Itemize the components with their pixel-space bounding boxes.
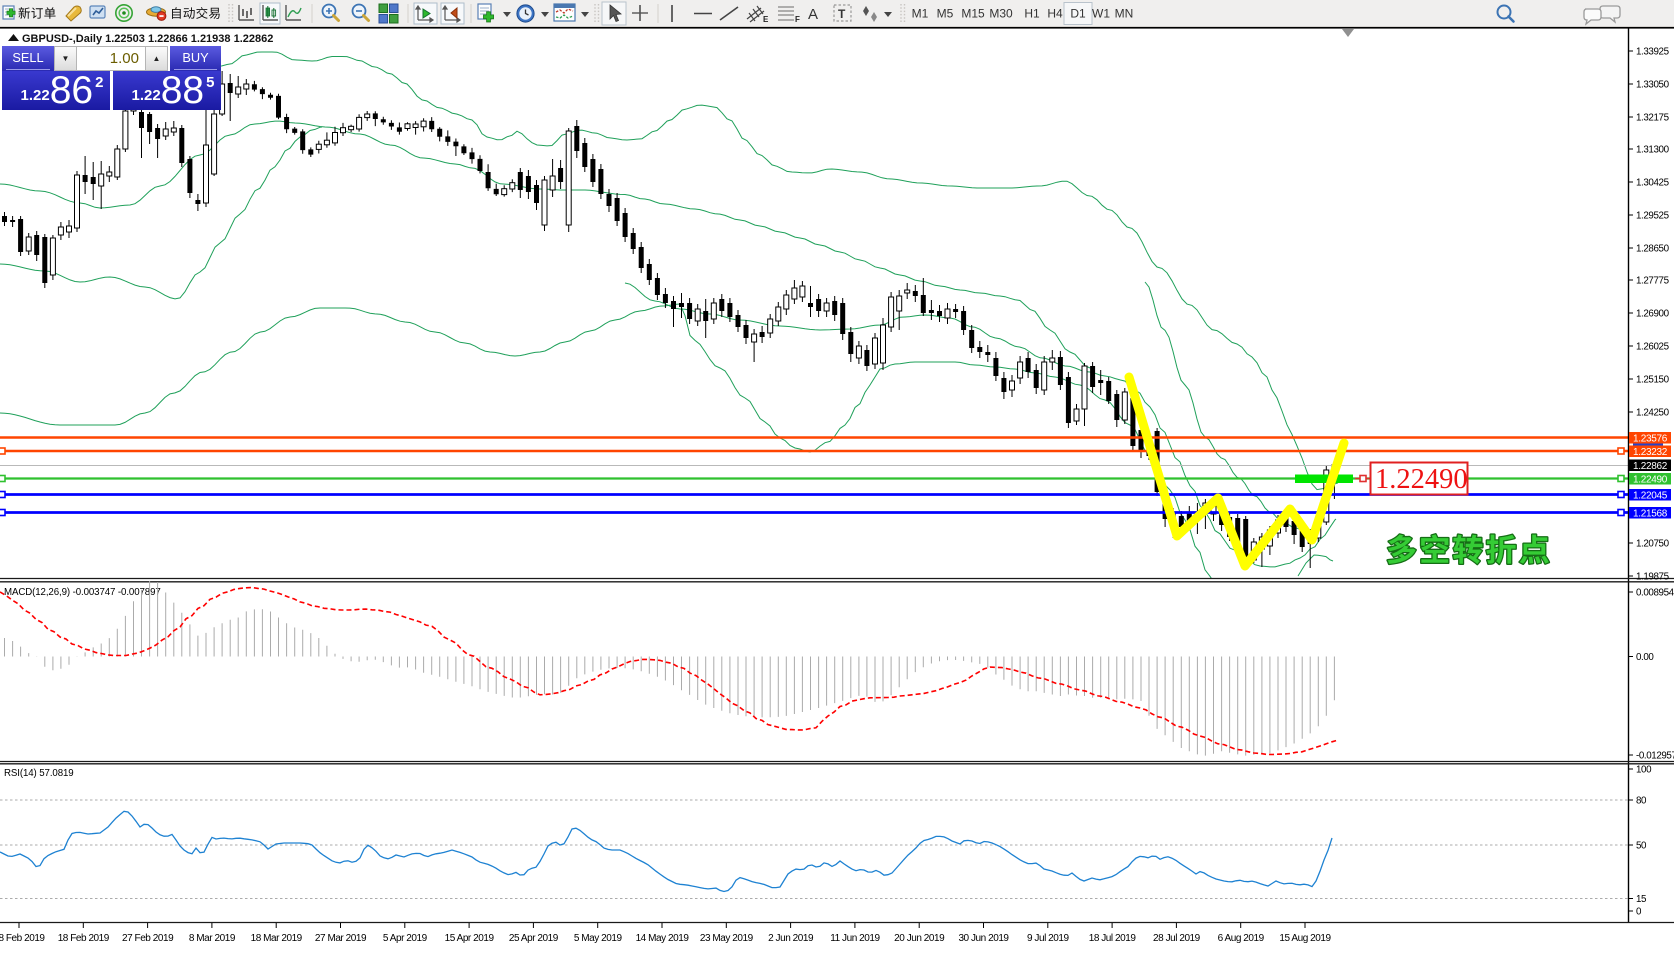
svg-text:100: 100 bbox=[1636, 765, 1652, 776]
svg-text:1.22490: 1.22490 bbox=[1633, 474, 1668, 485]
svg-text:MACD(12,26,9) -0.003747 -0.007: MACD(12,26,9) -0.003747 -0.007897 bbox=[4, 587, 161, 598]
svg-text:18 Feb 2019: 18 Feb 2019 bbox=[58, 933, 110, 944]
svg-text:MN: MN bbox=[1115, 7, 1134, 21]
svg-text:D1: D1 bbox=[1070, 7, 1086, 21]
svg-text:25 Apr 2019: 25 Apr 2019 bbox=[509, 933, 559, 944]
svg-text:5 May 2019: 5 May 2019 bbox=[574, 933, 623, 944]
svg-text:1.33050: 1.33050 bbox=[1636, 80, 1670, 91]
svg-text:1.30425: 1.30425 bbox=[1636, 178, 1670, 189]
svg-text:23 May 2019: 23 May 2019 bbox=[700, 933, 754, 944]
svg-text:1.20750: 1.20750 bbox=[1636, 539, 1670, 550]
svg-text:GBPUSD-,Daily 1.22503 1.22866: GBPUSD-,Daily 1.22503 1.22866 1.21938 1.… bbox=[22, 33, 273, 45]
svg-text:1.25150: 1.25150 bbox=[1636, 375, 1670, 386]
svg-text:27 Mar 2019: 27 Mar 2019 bbox=[315, 933, 367, 944]
svg-text:14 May 2019: 14 May 2019 bbox=[636, 933, 690, 944]
svg-text:0.00: 0.00 bbox=[1636, 652, 1654, 663]
svg-text:RSI(14) 57.0819: RSI(14) 57.0819 bbox=[4, 768, 74, 779]
svg-text:1.24250: 1.24250 bbox=[1636, 408, 1670, 419]
svg-text:1.22862: 1.22862 bbox=[1633, 461, 1668, 472]
svg-text:1.21568: 1.21568 bbox=[1633, 508, 1668, 519]
svg-text:M5: M5 bbox=[937, 7, 954, 21]
svg-text:W1: W1 bbox=[1092, 7, 1110, 21]
svg-text:15: 15 bbox=[1636, 894, 1647, 905]
svg-text:M30: M30 bbox=[989, 7, 1013, 21]
svg-text:9 Jul 2019: 9 Jul 2019 bbox=[1027, 933, 1070, 944]
svg-text:F: F bbox=[795, 15, 800, 24]
svg-text:T: T bbox=[838, 7, 846, 21]
svg-text:8 Feb 2019: 8 Feb 2019 bbox=[0, 933, 45, 944]
svg-text:1.29525: 1.29525 bbox=[1636, 211, 1670, 222]
svg-text:1.26025: 1.26025 bbox=[1636, 342, 1670, 353]
svg-text:20 Jun 2019: 20 Jun 2019 bbox=[894, 933, 945, 944]
svg-text:-0.012957: -0.012957 bbox=[1636, 751, 1674, 762]
svg-text:1.32175: 1.32175 bbox=[1636, 113, 1670, 124]
svg-text:H1: H1 bbox=[1024, 7, 1040, 21]
svg-text:1.31300: 1.31300 bbox=[1636, 145, 1670, 156]
svg-text:6 Aug 2019: 6 Aug 2019 bbox=[1218, 933, 1265, 944]
svg-text:0.008954: 0.008954 bbox=[1636, 588, 1674, 599]
svg-text:1.26900: 1.26900 bbox=[1636, 309, 1670, 320]
svg-text:50: 50 bbox=[1636, 841, 1647, 852]
svg-text:1.27775: 1.27775 bbox=[1636, 276, 1670, 287]
svg-text:27 Feb 2019: 27 Feb 2019 bbox=[122, 933, 174, 944]
svg-text:5 Apr 2019: 5 Apr 2019 bbox=[383, 933, 428, 944]
svg-text:1.28650: 1.28650 bbox=[1636, 244, 1670, 255]
svg-text:1.22045: 1.22045 bbox=[1633, 490, 1668, 501]
svg-text:80: 80 bbox=[1636, 796, 1647, 807]
svg-text:18 Jul 2019: 18 Jul 2019 bbox=[1089, 933, 1137, 944]
svg-text:15 Apr 2019: 15 Apr 2019 bbox=[445, 933, 495, 944]
svg-text:1.23576: 1.23576 bbox=[1633, 433, 1668, 444]
svg-text:11 Jun 2019: 11 Jun 2019 bbox=[830, 933, 880, 944]
svg-text:2 Jun 2019: 2 Jun 2019 bbox=[768, 933, 814, 944]
svg-text:15 Aug 2019: 15 Aug 2019 bbox=[1279, 933, 1331, 944]
svg-text:0: 0 bbox=[1636, 907, 1642, 918]
svg-text:M15: M15 bbox=[961, 7, 985, 21]
svg-text:1.33925: 1.33925 bbox=[1636, 47, 1670, 58]
svg-text:1.19875: 1.19875 bbox=[1636, 572, 1670, 583]
svg-text:E: E bbox=[763, 15, 769, 24]
svg-text:A: A bbox=[808, 6, 818, 23]
svg-text:18 Mar 2019: 18 Mar 2019 bbox=[251, 933, 303, 944]
svg-text:30 Jun 2019: 30 Jun 2019 bbox=[958, 933, 1009, 944]
svg-text:H4: H4 bbox=[1047, 7, 1063, 21]
svg-text:28 Jul 2019: 28 Jul 2019 bbox=[1153, 933, 1201, 944]
svg-text:1.23232: 1.23232 bbox=[1633, 447, 1668, 458]
svg-text:M1: M1 bbox=[912, 7, 929, 21]
svg-text:8 Mar 2019: 8 Mar 2019 bbox=[189, 933, 236, 944]
svg-text:1.22490: 1.22490 bbox=[1375, 464, 1468, 495]
